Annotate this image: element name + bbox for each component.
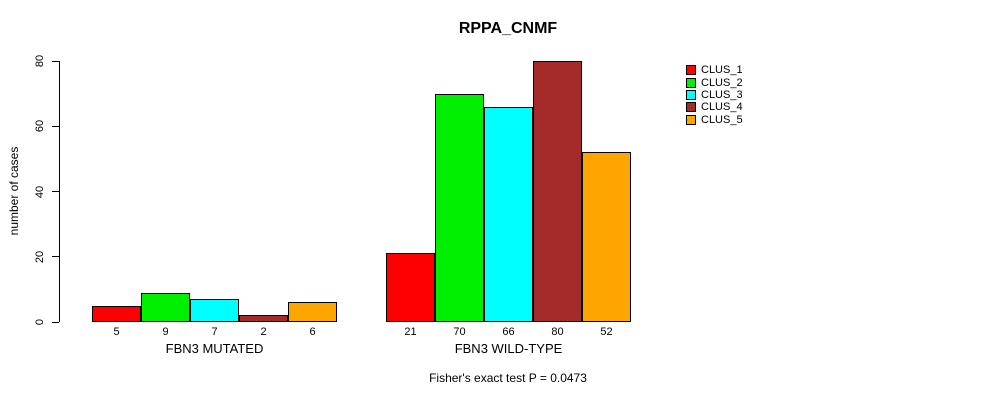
y-axis-tick bbox=[52, 256, 59, 258]
y-axis-tick bbox=[52, 60, 59, 62]
y-axis-tick-label: 40 bbox=[34, 185, 46, 198]
bar-value-label: 7 bbox=[211, 326, 218, 338]
bar-clus_1-mutated bbox=[92, 306, 141, 322]
legend-swatch-icon bbox=[686, 77, 696, 88]
legend-label: CLUS_1 bbox=[701, 64, 743, 77]
bar-value-label: 52 bbox=[600, 326, 613, 338]
chart-title: RPPA_CNMF bbox=[458, 20, 558, 37]
legend-item-clus_5: CLUS_5 bbox=[686, 114, 743, 126]
legend-swatch-icon bbox=[686, 102, 696, 113]
bar-clus_3-mutated bbox=[190, 299, 239, 322]
bar-value-label: 9 bbox=[162, 326, 169, 338]
group-label-mutated: FBN3 MUTATED bbox=[165, 341, 264, 356]
legend-label: CLUS_3 bbox=[701, 88, 743, 101]
legend-item-clus_3: CLUS_3 bbox=[686, 89, 743, 101]
y-axis-line bbox=[59, 61, 60, 322]
y-axis-label: number of cases bbox=[7, 146, 21, 236]
bar-value-label: 66 bbox=[502, 326, 515, 338]
legend-label: CLUS_2 bbox=[701, 76, 743, 89]
group-label-wild-type: FBN3 WILD-TYPE bbox=[454, 341, 563, 356]
bar-clus_2-mutated bbox=[141, 293, 190, 322]
bar-clus_3-wild-type bbox=[484, 107, 533, 322]
legend-label: CLUS_5 bbox=[701, 113, 743, 126]
bar-value-label: 80 bbox=[551, 326, 564, 338]
y-axis-tick-label: 60 bbox=[34, 120, 46, 133]
bar-value-label: 6 bbox=[309, 326, 316, 338]
y-axis-tick bbox=[52, 191, 59, 192]
bar-clus_5-wild-type bbox=[582, 152, 631, 322]
y-axis-tick-label: 0 bbox=[34, 318, 46, 326]
bar-value-label: 5 bbox=[113, 326, 120, 338]
y-axis-tick bbox=[52, 125, 59, 127]
fisher-test-annotation: Fisher's exact test P = 0.0473 bbox=[429, 371, 587, 385]
legend-item-clus_4: CLUS_4 bbox=[686, 101, 743, 113]
bar-clus_4-wild-type bbox=[533, 61, 582, 322]
legend-label: CLUS_4 bbox=[701, 101, 743, 114]
bar-value-label: 70 bbox=[453, 326, 466, 338]
bar-value-label: 2 bbox=[260, 326, 267, 338]
bar-clus_5-mutated bbox=[288, 302, 337, 322]
y-axis-tick-label: 80 bbox=[34, 54, 46, 68]
y-axis-tick bbox=[52, 321, 59, 323]
legend-item-clus_2: CLUS_2 bbox=[686, 76, 743, 89]
bar-clus_2-wild-type bbox=[435, 94, 484, 322]
bar-value-label: 21 bbox=[404, 326, 417, 338]
legend-item-clus_1: CLUS_1 bbox=[686, 64, 743, 76]
legend-swatch-icon bbox=[686, 114, 696, 125]
bar-clus_1-wild-type bbox=[386, 253, 435, 322]
y-axis-tick-label: 20 bbox=[34, 250, 46, 263]
legend-swatch-icon bbox=[686, 89, 696, 100]
bar-clus_4-mutated bbox=[239, 315, 288, 322]
legend-swatch-icon bbox=[686, 65, 696, 76]
legend: CLUS_1 CLUS_2 CLUS_3 CLUS_4 CLUS_5 bbox=[686, 64, 743, 126]
